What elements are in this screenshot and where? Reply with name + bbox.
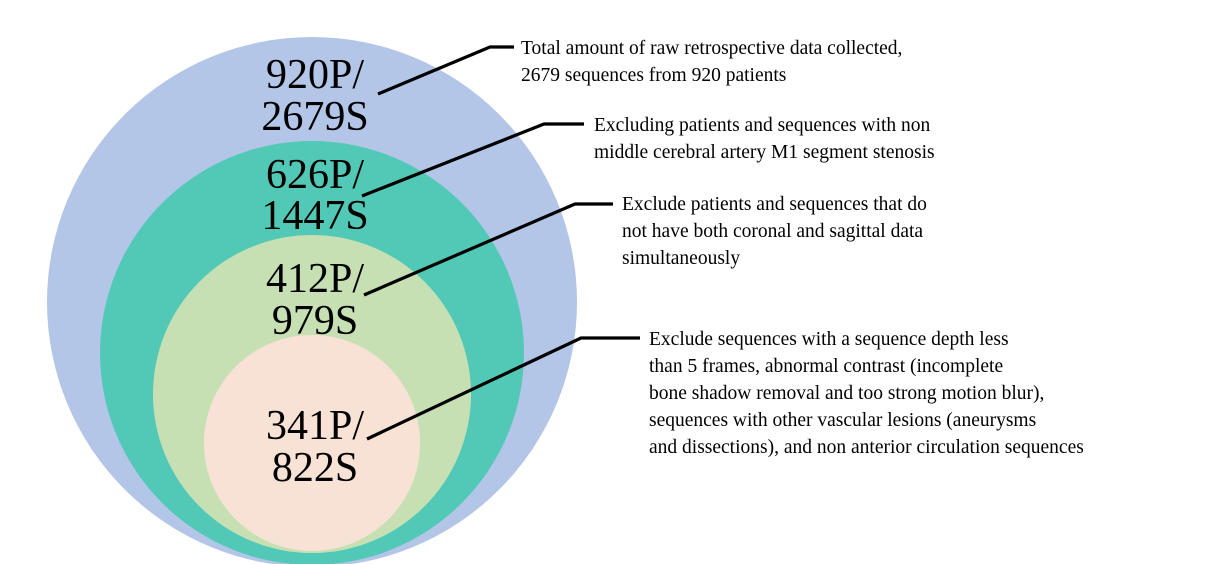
description-level-3-line: simultaneously xyxy=(622,248,740,269)
count-level-1-line1: 920P/ xyxy=(266,52,364,98)
count-level-1-line2: 2679S xyxy=(261,94,368,140)
description-level-2-line: middle cerebral artery M1 segment stenos… xyxy=(594,142,935,163)
count-level-4-line2: 822S xyxy=(272,445,358,491)
count-level-4-line1: 341P/ xyxy=(266,403,364,449)
circle-level-4 xyxy=(204,335,420,551)
description-level-4-line: than 5 frames, abnormal contrast (incomp… xyxy=(649,356,1003,377)
description-level-4: Exclude sequences with a sequence depth … xyxy=(649,329,1084,458)
leader-line-level-4 xyxy=(366,336,640,441)
leader-line-level-3 xyxy=(363,202,613,297)
description-level-4-line: Exclude sequences with a sequence depth … xyxy=(649,329,1009,350)
count-level-2-line2: 1447S xyxy=(261,193,368,239)
description-level-2: Excluding patients and sequences with no… xyxy=(594,115,935,163)
leader-line-level-2 xyxy=(361,122,584,198)
description-level-2-line: Excluding patients and sequences with no… xyxy=(594,115,931,136)
description-level-1-line: 2679 sequences from 920 patients xyxy=(521,65,786,86)
count-level-3-line2: 979S xyxy=(272,298,358,344)
count-level-3-line1: 412P/ xyxy=(266,256,364,302)
description-level-3-line: Exclude patients and sequences that do xyxy=(622,194,927,215)
description-level-4-line: bone shadow removal and too strong motio… xyxy=(649,383,1044,404)
description-level-3: Exclude patients and sequences that do n… xyxy=(622,194,932,269)
description-level-1: Total amount of raw retrospective data c… xyxy=(521,38,907,86)
leader-line-level-1 xyxy=(377,45,514,96)
description-level-4-line: and dissections), and non anterior circu… xyxy=(649,437,1084,458)
description-level-4-line: sequences with other vascular lesions (a… xyxy=(649,410,1036,431)
description-level-3-line: not have both coronal and sagittal data xyxy=(622,221,923,242)
description-level-1-line: Total amount of raw retrospective data c… xyxy=(521,38,902,59)
count-level-2-line1: 626P/ xyxy=(266,152,364,198)
